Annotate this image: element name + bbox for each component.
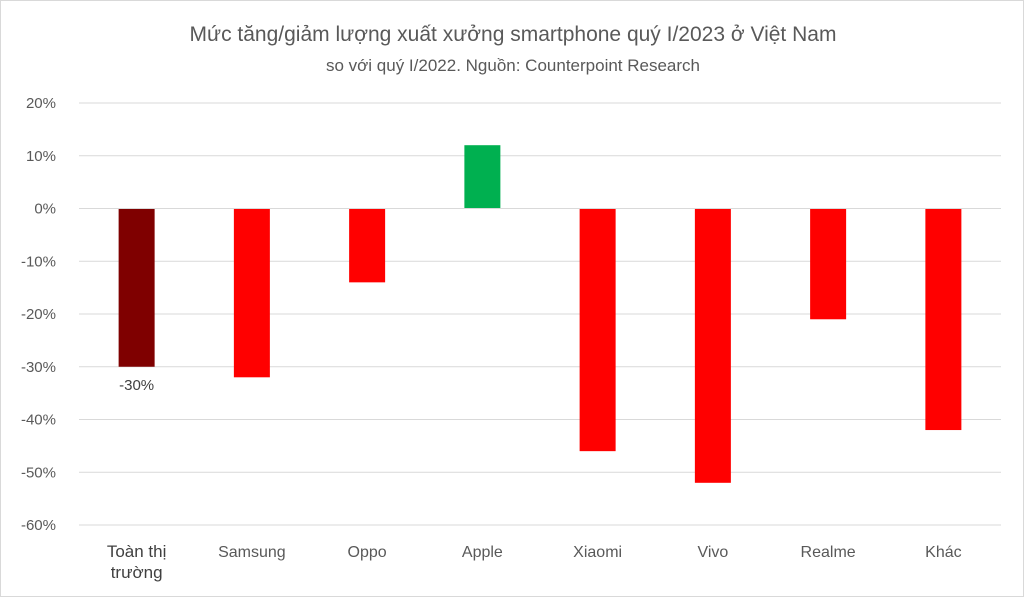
y-tick-label: -50% xyxy=(21,464,56,481)
bar xyxy=(464,145,501,209)
x-category-label: Apple xyxy=(462,544,503,561)
y-tick-label: -30% xyxy=(21,359,56,376)
bar xyxy=(118,208,155,367)
data-label: -30% xyxy=(119,377,154,394)
bar xyxy=(694,208,731,483)
chart-subtitle: so với quý I/2022. Nguồn: Counterpoint R… xyxy=(326,56,700,75)
y-axis-ticks: 20% 10% 0% -10% -20% -30% -40% -50% -60% xyxy=(21,95,56,534)
x-category-label: Samsung xyxy=(218,544,286,561)
x-category-label: Oppo xyxy=(348,544,387,561)
x-category-label: Xiaomi xyxy=(573,544,622,561)
bar xyxy=(349,208,386,283)
y-tick-label: -20% xyxy=(21,306,56,323)
bar xyxy=(925,208,962,431)
bar xyxy=(579,208,616,452)
gridlines xyxy=(79,102,1001,526)
y-tick-label: -40% xyxy=(21,412,56,429)
y-tick-label: 10% xyxy=(26,148,56,165)
x-category-label: Vivo xyxy=(697,544,728,561)
x-category-label: Realme xyxy=(801,544,856,561)
x-axis-categories: Toàn thị trường Samsung Oppo Apple Xiaomi Vivo… xyxy=(107,542,962,582)
y-tick-label: -60% xyxy=(21,517,56,534)
chart-title: Mức tăng/giảm lượng xuất xưởng smartphon… xyxy=(190,23,837,46)
y-tick-label: -10% xyxy=(21,253,56,270)
bar xyxy=(810,208,847,320)
y-tick-label: 20% xyxy=(26,95,56,112)
x-category-label: Toàn thị trường xyxy=(107,542,167,582)
x-category-label: Khác xyxy=(925,544,961,561)
y-tick-label: 0% xyxy=(34,201,56,218)
bars xyxy=(118,145,962,483)
bar xyxy=(233,208,270,378)
data-labels: -30% xyxy=(119,377,154,394)
